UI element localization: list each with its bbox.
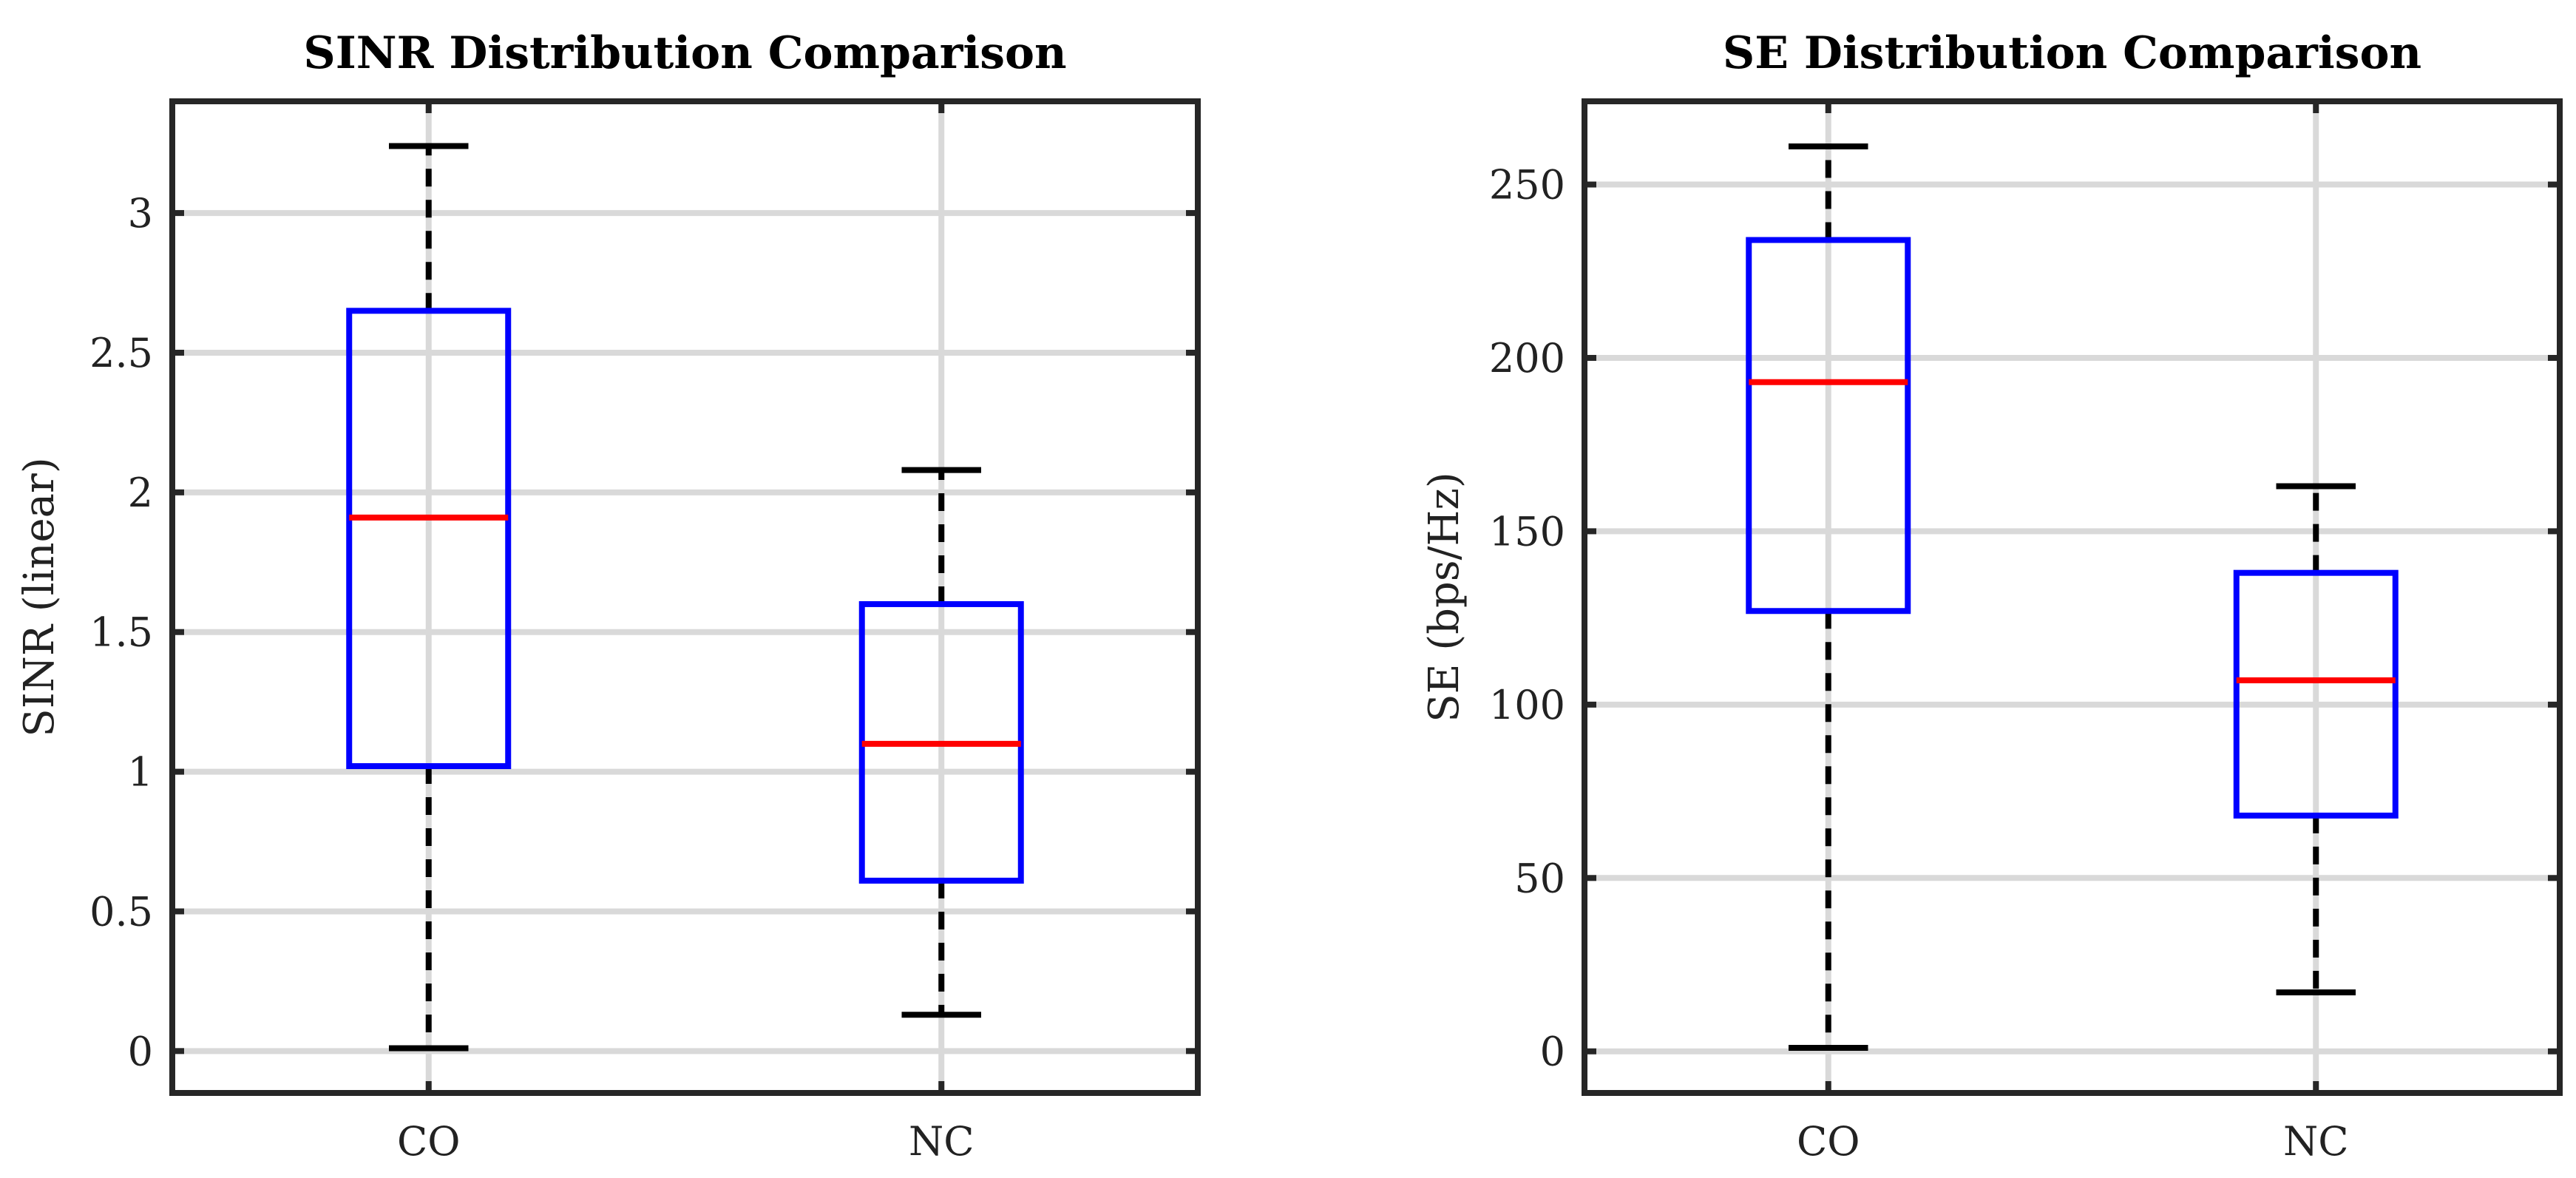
y-tick-label: 2.5 <box>89 330 153 376</box>
x-tick-label: CO <box>1797 1118 1860 1165</box>
x-tick-label: NC <box>2283 1118 2349 1165</box>
y-tick-label: 0.5 <box>89 888 153 935</box>
iqr-box-nc <box>2233 569 2399 819</box>
chart-title: SE Distribution Comparison <box>1723 27 2421 79</box>
y-tick-label: 50 <box>1514 855 1565 901</box>
y-tick-label: 0 <box>128 1028 153 1074</box>
x-tick-label: CO <box>397 1118 461 1165</box>
y-tick-label: 100 <box>1489 682 1565 728</box>
y-tick-label: 250 <box>1489 162 1565 209</box>
axes-frame <box>169 98 1201 1096</box>
y-tick-label: 0 <box>1540 1029 1565 1075</box>
se-boxplot-panel: 0 50 100 150 200 250 CO NC SE Distribution Compa… <box>1420 27 2563 1165</box>
y-axis-label: SINR (linear) <box>16 457 64 737</box>
iqr-box-co <box>346 308 512 770</box>
sinr-boxplot-panel: 0 0.5 1 1.5 2 2.5 3 CO NC SINR Distribution Compa… <box>16 27 1201 1165</box>
y-tick-label: 1.5 <box>89 609 153 656</box>
y-axis-label: SE (bps/Hz) <box>1420 472 1468 722</box>
y-tick-label: 3 <box>128 190 153 237</box>
y-tick-label: 150 <box>1489 508 1565 555</box>
chart-title: SINR Distribution Comparison <box>303 27 1066 79</box>
y-tick-label: 200 <box>1489 335 1565 382</box>
axes-frame <box>1582 98 2563 1096</box>
iqr-box-co <box>1746 237 1911 615</box>
x-tick-label: NC <box>909 1118 975 1165</box>
y-tick-label: 2 <box>128 470 153 516</box>
y-tick-label: 1 <box>128 749 153 796</box>
